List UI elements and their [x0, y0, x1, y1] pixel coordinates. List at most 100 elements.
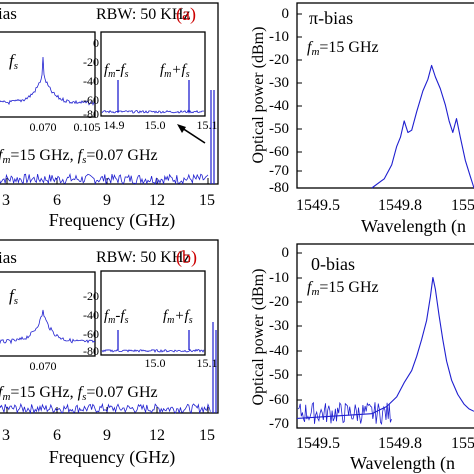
panel-d-ytick-20: -20: [269, 294, 289, 310]
panel-c-ytick-10: -10: [269, 29, 289, 45]
panel-a-inset-left-xtick-1: 0.070: [30, 120, 57, 134]
panel-d-xtick-1: 1549.5: [296, 435, 340, 452]
panel-c-fm-label: fm=15 GHz: [307, 39, 379, 58]
panel-d-noise-floor: [297, 401, 392, 425]
panel-c: 0 -10 -20 -30 -40 -50 -60 -70 -80 Optica…: [250, 2, 474, 237]
panel-d-spectrum-line: [296, 276, 474, 419]
panel-a-inset-right-label-plus: fm+fs: [160, 62, 190, 80]
panel-c-xtick-2: 1549.8: [378, 197, 422, 214]
panel-c-y-ticks: [297, 13, 302, 172]
panel-b-inset-right-label-plus: fm+fs: [163, 308, 193, 326]
panel-a-arrow-head: [177, 124, 186, 133]
panel-a: 3 6 9 12 15 Frequency (GHz) ias RBW: 50 …: [0, 2, 219, 231]
panel-b-inset-right-xtick-2: 15.0: [145, 356, 166, 370]
panel-a-xtick-15: 15: [199, 192, 215, 209]
panel-c-xlabel: Wavelength (n: [361, 216, 466, 237]
panel-b-inset-left: fs 0.070: [0, 271, 96, 373]
panel-b-panel-label: (b): [176, 247, 197, 268]
panel-a-inset-right-ytick-0: 0: [93, 36, 99, 50]
panel-a-inset-left-xtick-2: 0.105: [74, 120, 101, 134]
panel-a-xtick-9: 9: [103, 192, 111, 209]
panel-c-spectrum-line: [371, 64, 474, 189]
panel-c-ytick-0: 0: [282, 6, 290, 22]
panel-a-inset-right-ytick-3: -60: [83, 93, 99, 107]
panel-d-xtick-3: 1550: [451, 435, 474, 452]
panel-a-xlabel: Frequency (GHz): [49, 210, 175, 231]
panel-d-ytick-60: -60: [269, 392, 289, 408]
panel-a-rbw-label: RBW: 50 KHz: [96, 6, 191, 23]
panel-a-noise-floor: [0, 172, 209, 186]
panel-a-xtick-12: 12: [149, 192, 165, 209]
panel-a-inset-right-ytick-4: -80: [83, 107, 99, 121]
panel-a-inset-right-xtick-1: 14.9: [104, 118, 125, 132]
panel-d-fm-label: fm=15 GHz: [307, 279, 379, 298]
panel-b-xtick-12: 12: [149, 427, 165, 444]
panel-a-panel-label: (a): [176, 4, 196, 25]
panel-c-ytick-30: -30: [269, 75, 289, 91]
panel-b-inset-right-ytick-4: -80: [83, 344, 99, 358]
panel-a-xtick-3: 3: [2, 192, 10, 209]
panel-b-inset-right-frame: [100, 270, 206, 356]
panel-b-xlabel: Frequency (GHz): [49, 447, 175, 468]
panel-d-bias-label: 0-bias: [311, 254, 355, 274]
panel-b-inset-right-ytick-3: -60: [83, 327, 99, 341]
panel-d-y-ticks: [297, 252, 302, 401]
panel-d-ylabel: Optical power (dBm): [250, 269, 267, 406]
panel-a-xtick-6: 6: [53, 192, 61, 209]
panel-b-xtick-6: 6: [53, 427, 61, 444]
panel-d-ytick-70: -70: [269, 416, 289, 432]
panel-b-inset-left-trace: [0, 309, 96, 345]
panel-c-bias-label: π-bias: [309, 8, 353, 28]
panel-a-inset-left-peak-label: fs: [9, 51, 18, 72]
panel-b-xtick-15: 15: [199, 427, 215, 444]
panel-b-inset-left-peak-label: fs: [9, 286, 18, 307]
panel-d: 0 -10 -20 -30 -40 -50 -60 -70 Optical po…: [250, 243, 474, 474]
panel-c-ytick-50: -50: [269, 121, 289, 137]
panel-b-frame: [0, 239, 219, 414]
panel-b-xtick-3: 3: [2, 427, 10, 444]
panel-a-inset-left-frame: [0, 31, 96, 118]
panel-c-ylabel: Optical power (dBm): [250, 27, 267, 164]
panel-a-inset-right-xtick-3: 15.1: [197, 118, 218, 132]
panel-a-bias-label: ias: [0, 4, 17, 23]
panel-b-inset-right-label-minus: fm-fs: [104, 308, 129, 326]
panel-b-inset-right-xtick-3: 15.1: [197, 356, 218, 370]
panel-b-noise-floor: [0, 402, 211, 415]
panel-d-xlabel: Wavelength (n: [350, 453, 455, 474]
panel-b: 3 6 9 12 15 Frequency (GHz) ias RBW: 50 …: [0, 239, 219, 468]
panel-b-inset-right-trace: [101, 348, 205, 353]
panel-a-inset-right-frame: [100, 31, 206, 117]
panel-a-inset-left-trace: [0, 56, 96, 106]
panel-d-ytick-50: -50: [269, 367, 289, 383]
panel-c-ytick-20: -20: [269, 52, 289, 68]
panel-d-frame: [296, 243, 474, 429]
panel-a-inset-left: fs 0.070 0.105: [0, 31, 101, 134]
panel-b-inset-right: -20 -40 -60 -80 fm-fs fm+fs 15.0 15.1: [83, 270, 218, 370]
panel-b-inset-left-frame: [0, 271, 96, 357]
panel-a-annotation: fm=15 GHz, fs=0.07 GHz: [0, 147, 158, 166]
panel-a-frame: [0, 2, 219, 185]
panel-c-xtick-3: 1550: [451, 197, 474, 214]
panel-a-inset-right-ytick-2: -40: [83, 74, 99, 88]
panel-c-xtick-1: 1549.5: [296, 197, 340, 214]
panel-b-inset-right-ytick-2: -40: [83, 308, 99, 322]
panel-a-inset-right-xtick-2: 15.0: [145, 118, 166, 132]
panel-b-xtick-9: 9: [103, 427, 111, 444]
panel-d-ytick-40: -40: [269, 343, 289, 359]
panel-c-ytick-70: -70: [269, 163, 289, 179]
panel-a-inset-right-label-minus: fm-fs: [104, 62, 129, 80]
panel-a-inset-right-ytick-1: -20: [83, 55, 99, 69]
panel-b-annotation: fm=15 GHz, fs=0.07 GHz: [0, 384, 158, 403]
panel-b-bias-label: ias: [0, 248, 17, 267]
panel-d-xtick-2: 1549.8: [378, 435, 422, 452]
panel-c-ytick-80: -80: [269, 180, 289, 196]
panel-a-inset-right-trace: [101, 109, 205, 114]
panel-c-ytick-60: -60: [269, 144, 289, 160]
panel-c-ytick-40: -40: [269, 98, 289, 114]
panel-b-rbw-label: RBW: 50 KHz: [96, 249, 191, 266]
panel-b-inset-right-ytick-1: -20: [83, 289, 99, 303]
panel-d-ytick-10: -10: [269, 270, 289, 286]
panel-d-ytick-30: -30: [269, 318, 289, 334]
panel-b-inset-left-xtick-1: 0.070: [30, 359, 57, 373]
